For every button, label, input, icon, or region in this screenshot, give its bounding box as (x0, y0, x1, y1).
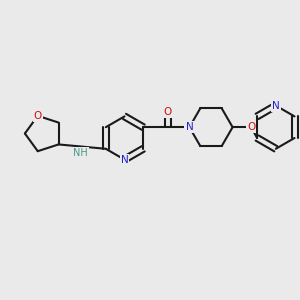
Text: O: O (164, 106, 172, 117)
Text: N: N (272, 100, 280, 111)
Text: O: O (34, 111, 42, 121)
Text: N: N (185, 122, 193, 132)
Text: NH: NH (73, 148, 88, 158)
Text: O: O (247, 122, 255, 132)
Text: N: N (121, 154, 128, 165)
